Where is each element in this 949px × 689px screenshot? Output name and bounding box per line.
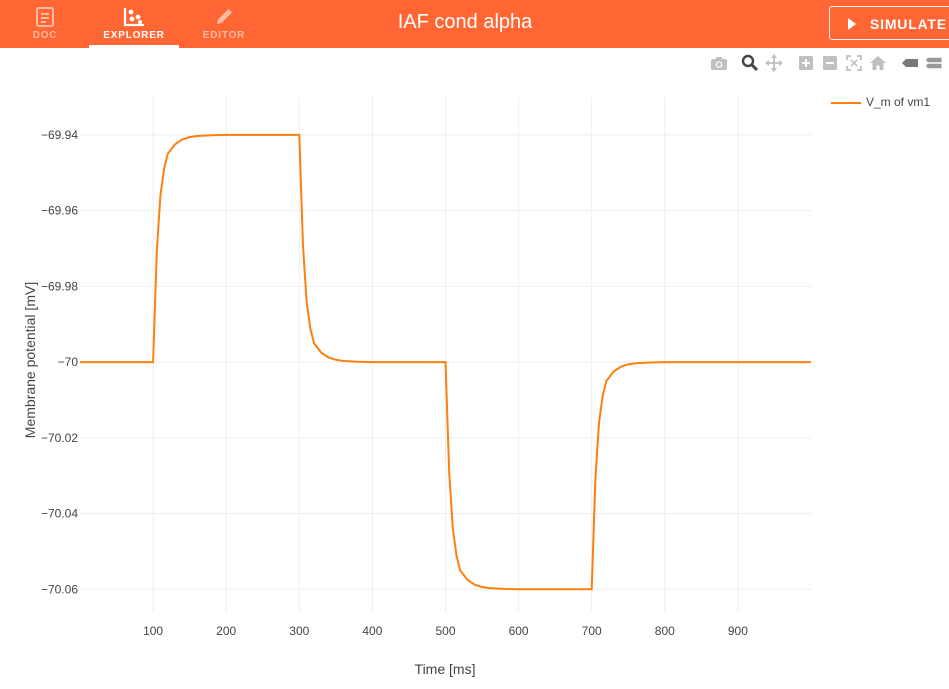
tab-explorer[interactable]: EXPLORER	[89, 0, 179, 48]
y-tick-label: −70	[58, 355, 79, 369]
x-tick-label: 900	[728, 624, 748, 638]
x-tick-label: 800	[655, 624, 675, 638]
x-tick-label: 700	[582, 624, 602, 638]
tab-doc-label: DOC	[32, 30, 58, 41]
legend[interactable]: V_m of vm1	[828, 94, 948, 112]
legend-item-label: V_m of vm1	[866, 95, 931, 109]
y-tick-label: −69.98	[41, 279, 78, 293]
y-tick-label: −69.94	[41, 128, 78, 142]
x-tick-label: 100	[143, 624, 163, 638]
x-tick-label: 400	[362, 624, 382, 638]
zoom-icon[interactable]	[741, 54, 759, 72]
camera-icon[interactable]	[710, 54, 728, 72]
hover-compare-icon[interactable]	[925, 54, 943, 72]
grid	[80, 97, 811, 612]
autoscale-icon[interactable]	[845, 54, 863, 72]
hover-closest-icon[interactable]	[901, 54, 919, 72]
x-axis-ticks: 100 200 300 400 500 600 700 800 900	[143, 624, 748, 638]
x-tick-label: 300	[289, 624, 309, 638]
zoom-out-icon[interactable]	[821, 54, 839, 72]
scatter-icon	[123, 8, 144, 27]
document-icon	[36, 7, 54, 27]
home-icon[interactable]	[869, 54, 887, 72]
pencil-icon	[217, 9, 232, 24]
x-tick-label: 600	[509, 624, 529, 638]
y-tick-label: −70.06	[41, 582, 78, 596]
tab-explorer-label: EXPLORER	[103, 30, 165, 41]
y-tick-label: −70.02	[41, 431, 78, 445]
simulate-label: SIMULATE	[870, 16, 947, 32]
zoom-in-icon[interactable]	[797, 54, 815, 72]
plot-modebar	[0, 54, 949, 72]
x-tick-label: 200	[216, 624, 236, 638]
y-axis-ticks: −69.94 −69.96 −69.98 −70 −70.02 −70.04 −70.06	[41, 128, 78, 596]
play-icon	[848, 18, 856, 30]
top-bar: DOC EXPLORER EDITOR IAF cond alpha SIMUL…	[0, 0, 949, 48]
legend-swatch	[831, 102, 861, 104]
x-tick-label: 500	[435, 624, 455, 638]
tab-editor-label: EDITOR	[202, 30, 246, 41]
page-title: IAF cond alpha	[397, 11, 533, 33]
tab-doc[interactable]: DOC	[0, 0, 90, 48]
pan-icon[interactable]	[765, 54, 783, 72]
tab-editor[interactable]: EDITOR	[179, 0, 269, 48]
y-tick-label: −70.04	[41, 507, 78, 521]
y-tick-label: −69.96	[41, 204, 78, 218]
x-axis-title: Time [ms]	[415, 661, 476, 677]
y-axis-title: Membrane potential [mV]	[22, 282, 38, 438]
simulate-button[interactable]: SIMULATE	[829, 6, 949, 40]
series-line-vm1	[80, 133, 811, 591]
